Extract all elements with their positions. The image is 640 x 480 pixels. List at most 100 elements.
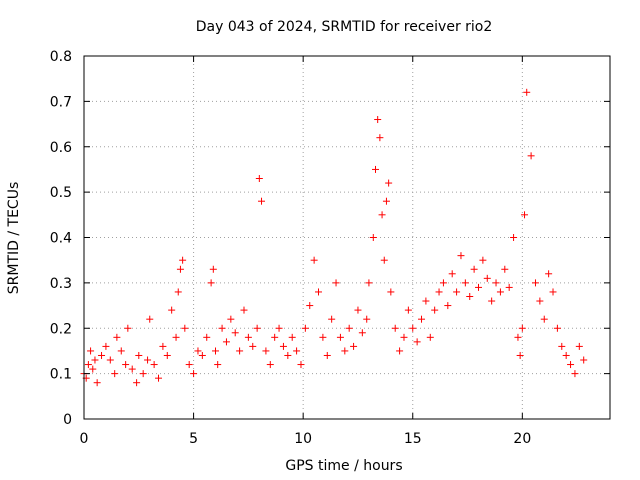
data-point <box>190 370 198 378</box>
data-point <box>358 329 366 337</box>
data-point <box>236 347 244 355</box>
x-tick-label: 10 <box>294 431 312 447</box>
y-axis-label: SRMTID / TECUs <box>6 182 22 295</box>
data-point <box>102 342 110 350</box>
data-point <box>483 274 491 282</box>
data-point <box>396 347 404 355</box>
data-point <box>262 347 270 355</box>
data-point <box>470 265 478 273</box>
data-point <box>185 361 193 369</box>
data-point <box>146 315 154 323</box>
data-points <box>80 88 588 387</box>
data-point <box>371 165 379 173</box>
data-point <box>139 370 147 378</box>
data-point <box>435 288 443 296</box>
data-point <box>461 279 469 287</box>
data-point <box>387 288 395 296</box>
data-point <box>310 256 318 264</box>
chart-title: Day 043 of 2024, SRMTID for receiver rio… <box>196 19 493 35</box>
data-point <box>84 361 92 369</box>
data-point <box>510 234 518 241</box>
data-point <box>198 351 206 359</box>
data-point <box>111 370 119 378</box>
data-point <box>413 338 421 346</box>
data-point <box>194 347 202 355</box>
y-tick-label: 0.7 <box>50 94 72 110</box>
data-point <box>536 297 544 305</box>
data-point <box>144 356 152 364</box>
data-point <box>345 324 353 332</box>
data-point <box>179 256 187 264</box>
data-point <box>275 324 283 332</box>
data-point <box>514 333 522 341</box>
data-point <box>426 333 434 341</box>
data-point <box>363 315 371 323</box>
data-point <box>369 234 377 241</box>
y-tick-label: 0.6 <box>50 140 72 156</box>
data-point <box>475 283 482 291</box>
data-point <box>218 324 226 332</box>
data-point <box>336 333 344 341</box>
data-point <box>496 288 504 296</box>
data-point <box>418 315 426 323</box>
data-point <box>466 292 474 300</box>
x-tick-label: 15 <box>404 431 422 447</box>
data-point <box>521 211 529 219</box>
y-tick-label: 0 <box>63 412 72 428</box>
data-point <box>400 333 408 341</box>
y-tick-label: 0.3 <box>50 276 72 292</box>
data-point <box>374 116 382 124</box>
data-point <box>365 279 373 287</box>
data-point <box>527 152 535 160</box>
data-point <box>439 279 447 287</box>
data-point <box>404 306 412 314</box>
data-point <box>174 288 182 296</box>
y-tick-label: 0.1 <box>50 367 72 383</box>
x-tick-label: 0 <box>80 431 89 447</box>
y-tick-label: 0.4 <box>50 231 72 247</box>
data-point <box>203 333 211 341</box>
x-axis-label: GPS time / hours <box>285 458 402 474</box>
data-point <box>531 279 539 287</box>
data-point <box>240 306 248 314</box>
data-point <box>580 356 588 364</box>
data-point <box>181 324 189 332</box>
data-point <box>549 288 557 296</box>
x-tick-label: 5 <box>189 431 198 447</box>
data-point <box>163 351 171 359</box>
data-point <box>315 288 323 296</box>
data-point <box>87 347 95 355</box>
data-point <box>176 265 184 273</box>
y-tick-label: 0.5 <box>50 185 72 201</box>
data-point <box>518 324 526 332</box>
data-point <box>558 342 566 350</box>
data-point <box>505 283 513 291</box>
data-point <box>117 347 125 355</box>
data-point <box>354 306 362 314</box>
data-point <box>122 361 130 369</box>
data-point <box>249 342 257 350</box>
data-point <box>244 333 252 341</box>
data-point <box>150 361 158 369</box>
data-point <box>222 338 230 346</box>
data-point <box>159 342 167 350</box>
data-point <box>284 351 292 359</box>
data-point <box>255 175 263 183</box>
y-tick-label: 0.8 <box>50 49 72 65</box>
data-point <box>540 315 548 323</box>
data-point <box>488 297 496 305</box>
data-point <box>545 270 553 278</box>
data-point <box>341 347 349 355</box>
data-point <box>288 333 296 341</box>
data-point <box>106 356 114 364</box>
plot-frame <box>83 55 611 420</box>
data-point <box>231 329 239 337</box>
data-point <box>91 356 99 364</box>
data-point <box>575 342 583 350</box>
data-point <box>172 333 180 341</box>
data-point <box>319 333 327 341</box>
data-point <box>207 279 215 287</box>
data-point <box>135 351 143 359</box>
data-point <box>501 265 509 273</box>
data-point <box>253 324 261 332</box>
